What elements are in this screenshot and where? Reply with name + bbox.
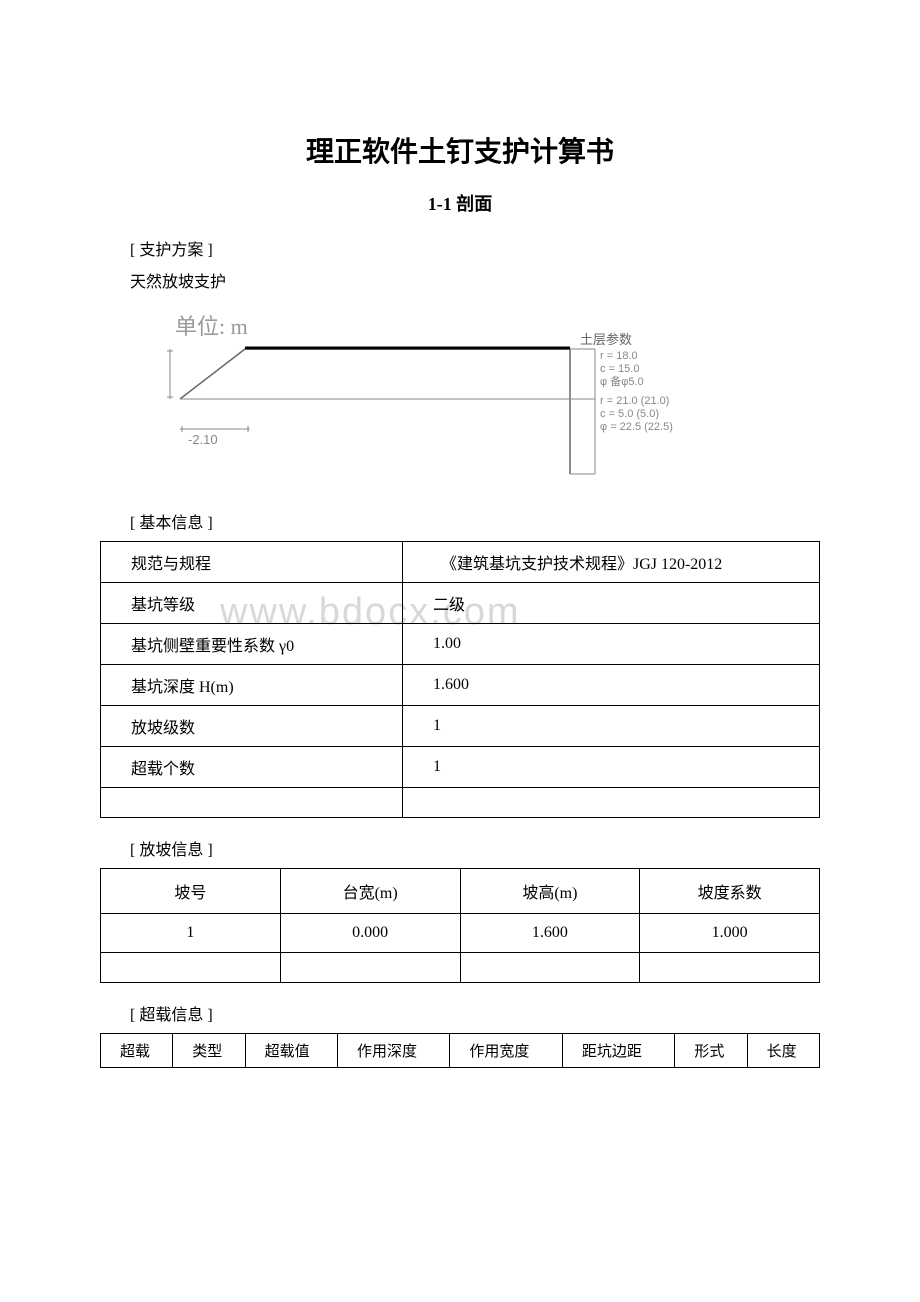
overload-info-label: [ 超载信息 ] [100, 1001, 820, 1025]
cell-val: 二级 [402, 583, 819, 624]
cell: 1.600 [460, 914, 640, 953]
cell-val: 《建筑基坑支护技术规程》JGJ 120-2012 [402, 542, 819, 583]
scheme-text: 天然放坡支护 [100, 268, 820, 292]
slope-info-table: 坡号 台宽(m) 坡高(m) 坡度系数 1 0.000 1.600 1.000 [100, 868, 820, 983]
header-cell: 超载值 [245, 1034, 337, 1068]
basic-info-label: [ 基本信息 ] [100, 509, 820, 533]
table-header-row: 超载 类型 超载值 作用深度 作用宽度 距坑边距 形式 长度 [101, 1034, 820, 1068]
soil-param-5: φ = 22.5 (22.5) [600, 421, 673, 433]
header-cell: 类型 [173, 1034, 245, 1068]
soil-param-2: φ 备φ5.0 [600, 374, 644, 388]
cell: 0.000 [280, 914, 460, 953]
table-row-empty [101, 953, 820, 983]
header-cell: 坡度系数 [640, 869, 820, 914]
cell-val: 1.00 [402, 624, 819, 665]
table-row: 超载个数 1 [101, 747, 820, 788]
scheme-label: [ 支护方案 ] [100, 236, 820, 260]
table-row: 基坑等级 二级 [101, 583, 820, 624]
table-row-empty [101, 788, 820, 818]
table-row: 1 0.000 1.600 1.000 [101, 914, 820, 953]
cell-val: 1.600 [402, 665, 819, 706]
soil-param-0: r = 18.0 [600, 350, 638, 362]
table-header-row: 坡号 台宽(m) 坡高(m) 坡度系数 [101, 869, 820, 914]
cell-val: 1 [402, 747, 819, 788]
cell-key: 放坡级数 [101, 706, 403, 747]
header-cell: 台宽(m) [280, 869, 460, 914]
cell-key: 基坑等级 [101, 583, 403, 624]
unit-label: 单位: m [175, 314, 248, 339]
table-row: 基坑深度 H(m) 1.600 [101, 665, 820, 706]
diagram: 单位: m -2.10 土层参数 r = 18.0 c = 15.0 φ 备φ5… [150, 304, 820, 489]
header-cell: 坡号 [101, 869, 281, 914]
cell-val: 1 [402, 706, 819, 747]
cell: 1.000 [640, 914, 820, 953]
soil-param-3: r = 21.0 (21.0) [600, 395, 669, 407]
cell: 1 [101, 914, 281, 953]
cell-key: 规范与规程 [101, 542, 403, 583]
soil-title: 土层参数 [580, 332, 632, 347]
cell-key: 基坑深度 H(m) [101, 665, 403, 706]
overload-info-table: 超载 类型 超载值 作用深度 作用宽度 距坑边距 形式 长度 [100, 1033, 820, 1068]
header-cell: 形式 [675, 1034, 747, 1068]
slope-info-label: [ 放坡信息 ] [100, 836, 820, 860]
header-cell: 距坑边距 [562, 1034, 674, 1068]
cell-key: 基坑侧壁重要性系数 γ0 [101, 624, 403, 665]
table-row: 规范与规程 《建筑基坑支护技术规程》JGJ 120-2012 [101, 542, 820, 583]
header-cell: 作用深度 [337, 1034, 449, 1068]
soil-param-1: c = 15.0 [600, 363, 639, 375]
depth-label: -2.10 [188, 432, 218, 447]
table-row: 基坑侧壁重要性系数 γ0 1.00 [101, 624, 820, 665]
header-cell: 坡高(m) [460, 869, 640, 914]
table-row: 放坡级数 1 [101, 706, 820, 747]
header-cell: 长度 [747, 1034, 819, 1068]
cell-key: 超载个数 [101, 747, 403, 788]
header-cell: 超载 [101, 1034, 173, 1068]
doc-title: 理正软件土钉支护计算书 [100, 130, 820, 170]
header-cell: 作用宽度 [450, 1034, 562, 1068]
doc-subtitle: 1-1 剖面 [100, 190, 820, 216]
basic-info-table: 规范与规程 《建筑基坑支护技术规程》JGJ 120-2012 基坑等级 二级 基… [100, 541, 820, 818]
soil-param-4: c = 5.0 (5.0) [600, 408, 659, 420]
